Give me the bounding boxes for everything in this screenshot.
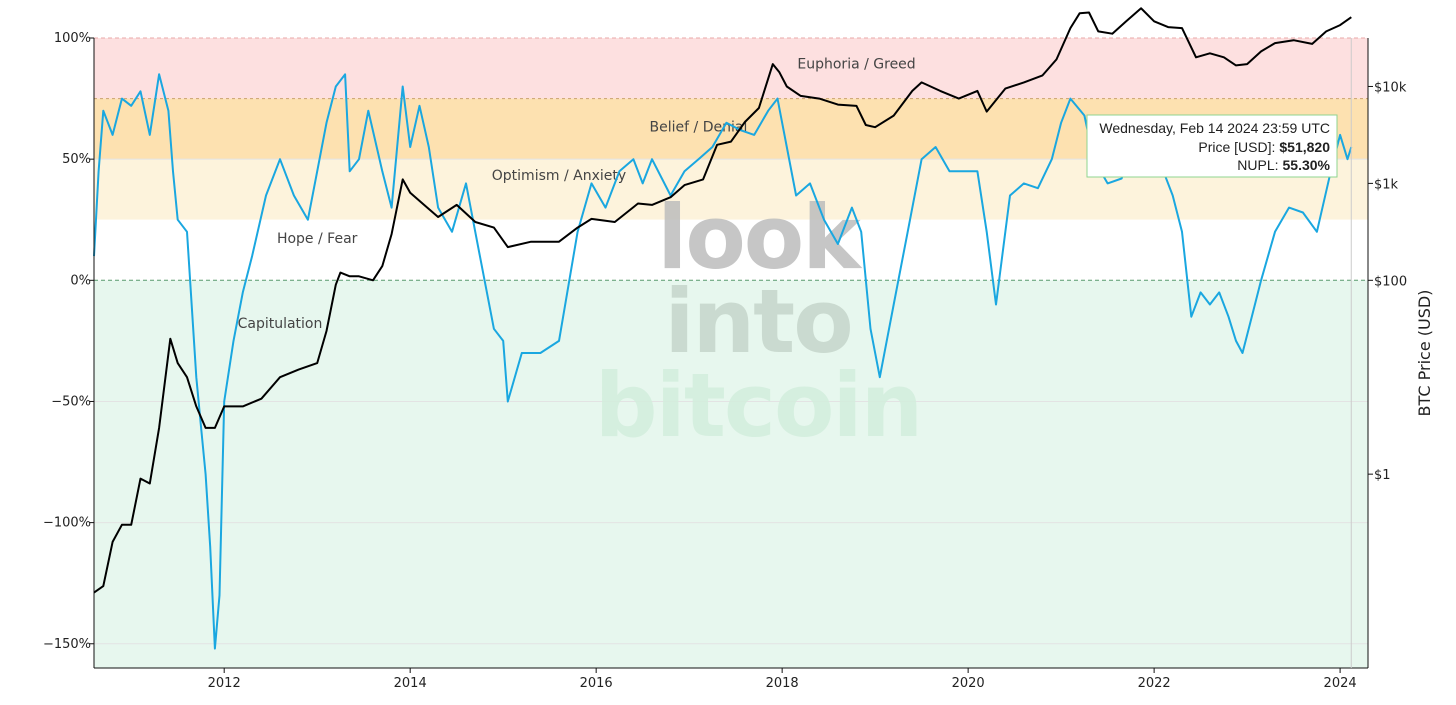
tooltip-nupl-label: NUPL: <box>1237 157 1278 173</box>
zone-labels: Euphoria / Greed Belief / Denial Optimism … <box>238 57 916 332</box>
tooltip-date: Wednesday, Feb 14 2024 23:59 UTC <box>1099 120 1330 136</box>
y-tick-label--100: −100% <box>43 516 91 531</box>
y2-tick-label-3: $100 <box>1374 274 1407 289</box>
tooltip-price-label: Price [USD]: <box>1198 139 1275 155</box>
zone-hope-fear <box>94 219 1368 281</box>
x-tick-label-2016: 2016 <box>580 676 613 691</box>
y2-tick-label-2: $1k <box>1374 177 1399 192</box>
tooltip-price: Price [USD]: $51,820 <box>1198 139 1330 155</box>
tooltip-nupl-value: 55.30% <box>1283 157 1331 173</box>
axes: 2012 2014 2016 2018 2020 2022 2024 100% 50% 0% −50… <box>43 31 1434 691</box>
x-tick-label-2022: 2022 <box>1138 676 1171 691</box>
hover-tooltip: Wednesday, Feb 14 2024 23:59 UTC Price [… <box>1086 38 1352 668</box>
zone-label-optimism-anxiety: Optimism / Anxiety <box>492 168 626 184</box>
tooltip-price-value: $51,820 <box>1279 139 1330 155</box>
y2-tick-label-1: $10k <box>1374 80 1407 95</box>
x-tick-label-2018: 2018 <box>766 676 799 691</box>
y-tick-label-0: 0% <box>70 273 91 288</box>
y-tick-label--150: −150% <box>43 637 91 652</box>
watermark-look: look <box>657 186 863 289</box>
watermark-into: into <box>664 270 851 373</box>
zone-label-hope-fear: Hope / Fear <box>277 231 358 247</box>
zone-label-euphoria-greed: Euphoria / Greed <box>797 57 915 73</box>
y-tick-label--50: −50% <box>51 394 91 409</box>
watermark-bitcoin: bitcoin <box>595 354 922 457</box>
x-tick-label-2012: 2012 <box>208 676 241 691</box>
series-btc-price[interactable] <box>93 7 1352 594</box>
zone-euphoria-greed <box>94 38 1368 99</box>
zone-label-belief-denial: Belief / Denial <box>650 120 748 136</box>
zone-capitulation <box>94 280 1368 668</box>
y2-axis-title: BTC Price (USD) <box>1415 290 1434 417</box>
watermark: look into bitcoin <box>595 186 924 457</box>
y-tick-label-100: 100% <box>54 31 91 46</box>
x-tick-label-2020: 2020 <box>952 676 985 691</box>
y-tick-label-50: 50% <box>62 152 91 167</box>
x-tick-label-2014: 2014 <box>394 676 427 691</box>
y2-tick-label-4: $1 <box>1374 468 1391 483</box>
zone-label-capitulation: Capitulation <box>238 316 323 332</box>
x-tick-label-2024: 2024 <box>1324 676 1357 691</box>
sentiment-zones <box>94 38 1368 668</box>
tooltip-nupl: NUPL: 55.30% <box>1237 157 1330 173</box>
tooltip-box <box>1086 114 1338 178</box>
